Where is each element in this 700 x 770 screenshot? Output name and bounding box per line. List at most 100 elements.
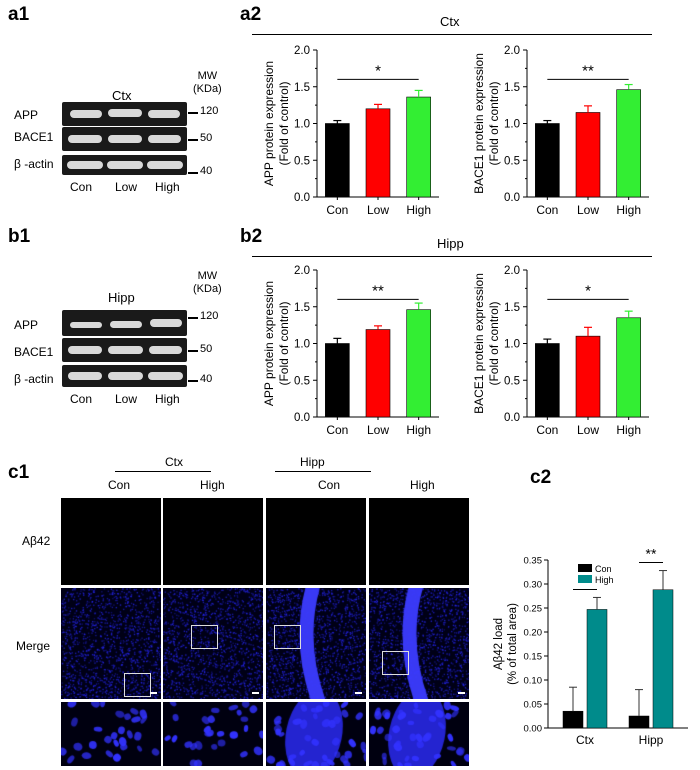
nuclei-texture — [163, 588, 263, 699]
blot-strip-actin — [62, 155, 187, 175]
y-tick-label: 0.25 — [524, 604, 543, 615]
chart-hipp-app: 0.0 0.5 1.0 1.5 2.0 Con Low High ** APP protein e… — [262, 265, 439, 437]
y-tick-label: 0.5 — [294, 375, 310, 387]
band — [108, 372, 143, 380]
blot-row-label: β -actin — [14, 372, 54, 386]
mw-header: MW (KDa) — [193, 70, 222, 96]
y-tick-label: 1.0 — [504, 339, 520, 351]
significance-marker: ** — [646, 548, 657, 562]
x-tick-label: Ctx — [576, 733, 594, 747]
y-tick-label: 1.0 — [294, 339, 310, 351]
y-tick-label: 1.5 — [294, 302, 310, 314]
x-tick-label: Hipp — [639, 733, 664, 747]
y-tick-label: 1.5 — [294, 82, 310, 94]
y-tick-label: 2.0 — [294, 265, 310, 277]
y-tick-label: 0.00 — [524, 724, 543, 735]
lane-label: High — [155, 180, 180, 194]
band — [108, 135, 142, 143]
y-axis-label: (Fold of control) — [487, 81, 501, 165]
imaging-region-ctx: Ctx — [165, 455, 183, 469]
band — [68, 135, 102, 143]
y-tick-label: 0.0 — [504, 192, 520, 204]
nuclei-texture — [266, 588, 366, 699]
imaging-panel: Ctx Con High Hipp Con High Aβ42 Merge — [0, 450, 520, 770]
y-tick-label: 0.30 — [524, 580, 543, 591]
y-tick-label: 0.0 — [294, 192, 310, 204]
bar — [325, 123, 350, 198]
bar — [535, 343, 560, 418]
panel-label-c2: c2 — [530, 467, 552, 488]
significance-marker: ** — [582, 62, 594, 79]
mw-marker: 50 — [200, 132, 213, 144]
x-tick-label: High — [406, 203, 431, 217]
significance-marker: * — [375, 62, 381, 79]
bar — [586, 609, 608, 729]
mw-header-line: (KDa) — [193, 283, 222, 295]
blot-strip-bace1 — [62, 127, 187, 151]
bar — [406, 309, 431, 418]
y-tick-label: 0.10 — [524, 676, 543, 687]
legend-label: Con — [595, 564, 612, 574]
y-tick-label: 0.5 — [504, 155, 520, 167]
band — [150, 319, 182, 327]
image-zoom-hipp-con — [266, 702, 366, 766]
zoom-nuclei — [266, 702, 366, 766]
panel-label-b1: b1 — [8, 226, 31, 247]
y-tick-label: 2.0 — [504, 265, 520, 277]
lane-label: High — [155, 392, 180, 406]
y-axis-label: APP protein expression — [262, 61, 276, 186]
y-tick-label: 1.5 — [504, 82, 520, 94]
row-label-merge: Merge — [16, 639, 51, 653]
mw-header-line: MW — [197, 70, 218, 82]
blot-row-label: BACE1 — [14, 130, 54, 144]
image-merge-hipp-con — [266, 588, 366, 699]
group-title-hipp: Hipp — [437, 236, 464, 251]
zoom-region-box — [274, 625, 301, 649]
y-tick-label: 0.5 — [504, 375, 520, 387]
imaging-region-hipp: Hipp — [300, 455, 325, 469]
bar — [616, 89, 641, 198]
blot-strip-app — [62, 102, 187, 126]
bar — [535, 123, 560, 198]
bar — [365, 108, 391, 198]
band — [108, 346, 143, 354]
mw-marker: 50 — [200, 343, 213, 355]
zoom-nuclei — [163, 702, 263, 766]
x-tick-label: Low — [367, 423, 389, 437]
lane-label: Con — [70, 180, 93, 194]
panel-label-c1: c1 — [8, 462, 30, 483]
chart-ctx-bace1: 0.0 0.5 1.0 1.5 2.0 Con Low High ** BACE1 protein… — [472, 45, 649, 217]
band — [148, 110, 180, 118]
zoom-region-box — [124, 673, 151, 697]
bar — [325, 343, 350, 418]
x-tick-label: High — [406, 423, 431, 437]
chart-abeta-load: 0.00 0.05 0.10 0.15 0.20 0.25 0.30 0.35 Ctx ** Hip… — [493, 548, 688, 747]
imaging-line-ctx — [115, 471, 211, 472]
image-abeta-ctx-high — [163, 498, 263, 585]
band — [68, 346, 102, 354]
imaging-cond: Con — [318, 478, 341, 492]
mw-marker: 40 — [200, 165, 213, 177]
y-axis-label: (Fold of control) — [487, 301, 501, 385]
nuclei-texture — [369, 588, 469, 699]
y-tick-label: 2.0 — [294, 45, 310, 57]
y-tick-label: 0.05 — [524, 700, 543, 711]
x-tick-label: Low — [577, 423, 599, 437]
scale-bar — [252, 692, 259, 694]
imaging-cond: High — [200, 478, 225, 492]
blot-region-title: Hipp — [108, 290, 135, 305]
y-tick-label: 0.20 — [524, 628, 543, 639]
mw-marker: 120 — [200, 105, 219, 117]
scale-bar — [458, 692, 465, 694]
zoom-region-box — [382, 651, 409, 675]
lane-label: Con — [70, 392, 93, 406]
band — [68, 372, 102, 380]
y-axis-label: BACE1 protein expression — [472, 273, 486, 414]
bar — [616, 317, 641, 418]
band — [67, 161, 103, 169]
blot-strip-app — [62, 310, 187, 336]
band — [107, 161, 143, 169]
band — [70, 322, 102, 328]
band — [148, 372, 183, 380]
band — [147, 161, 183, 169]
